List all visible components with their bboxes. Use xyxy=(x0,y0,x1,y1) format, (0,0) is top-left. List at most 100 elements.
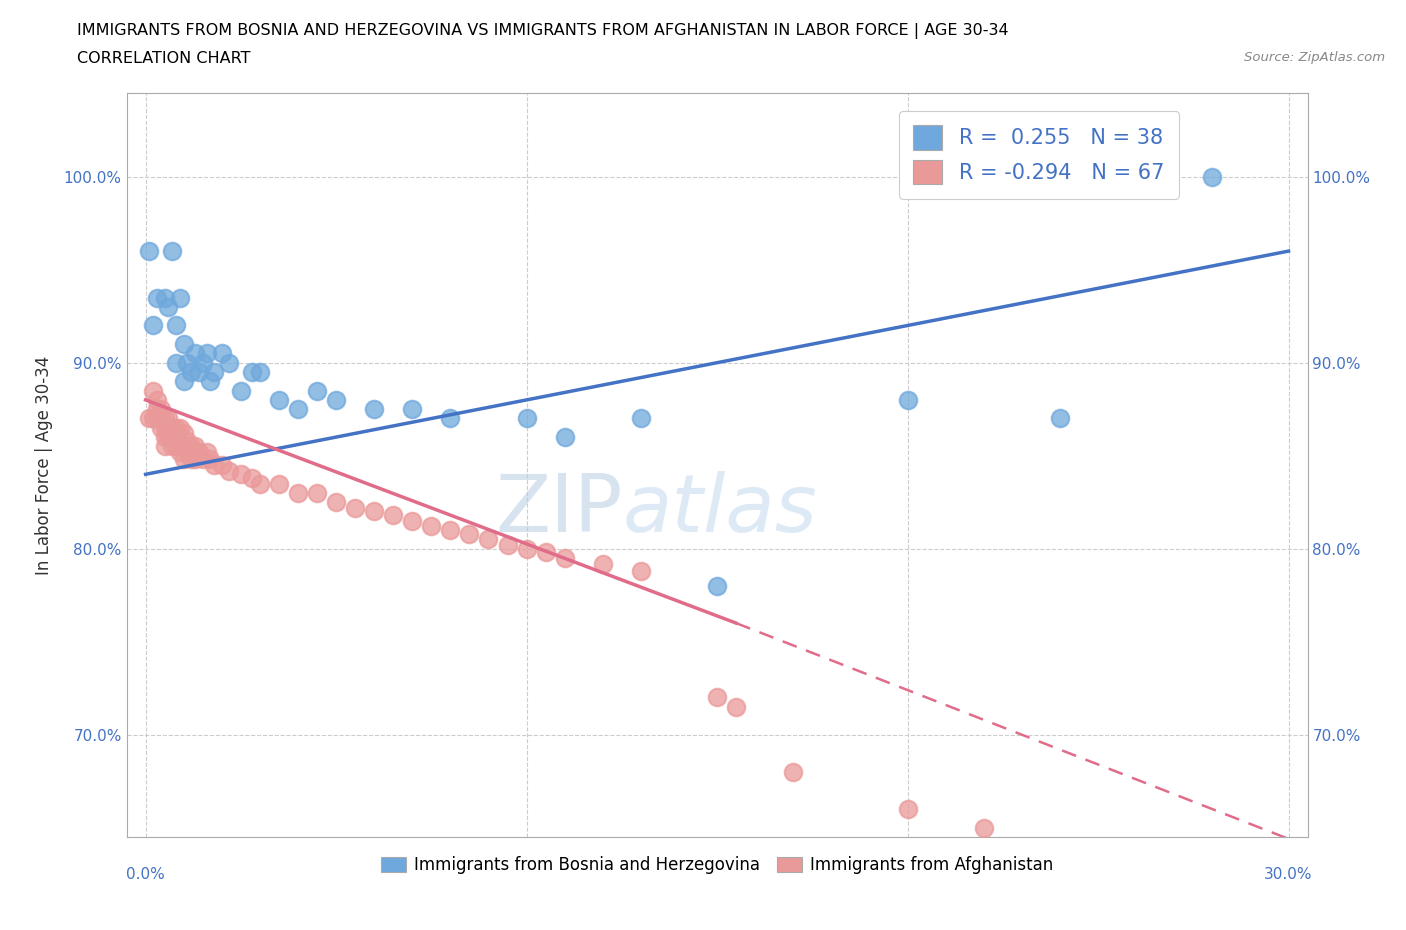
Point xyxy=(173,337,195,352)
Point xyxy=(165,420,187,435)
Point xyxy=(165,355,187,370)
Point xyxy=(344,500,367,515)
Point xyxy=(211,346,233,361)
Point xyxy=(187,445,209,459)
Point xyxy=(191,355,214,370)
Point xyxy=(211,458,233,472)
Point xyxy=(267,476,290,491)
Point xyxy=(180,365,202,379)
Point xyxy=(516,411,538,426)
Point xyxy=(165,439,187,454)
Text: ZIP: ZIP xyxy=(495,471,623,549)
Point xyxy=(195,445,218,459)
Point xyxy=(363,402,385,417)
Point xyxy=(706,690,728,705)
Point xyxy=(554,430,576,445)
Point xyxy=(973,820,995,835)
Point xyxy=(200,452,222,467)
Point xyxy=(305,485,328,500)
Point xyxy=(176,433,198,448)
Point xyxy=(184,439,207,454)
Point xyxy=(187,365,209,379)
Point xyxy=(173,374,195,389)
Point xyxy=(153,439,176,454)
Text: CORRELATION CHART: CORRELATION CHART xyxy=(77,51,250,66)
Point xyxy=(325,495,347,510)
Point xyxy=(157,411,180,426)
Point xyxy=(173,452,195,467)
Point xyxy=(184,452,207,467)
Point xyxy=(554,551,576,565)
Point xyxy=(516,541,538,556)
Point xyxy=(218,463,240,478)
Point xyxy=(180,452,202,467)
Point xyxy=(191,452,214,467)
Point xyxy=(157,420,180,435)
Point xyxy=(162,420,184,435)
Point xyxy=(153,411,176,426)
Point xyxy=(157,299,180,314)
Point xyxy=(218,355,240,370)
Point xyxy=(169,290,191,305)
Point xyxy=(169,433,191,448)
Y-axis label: In Labor Force | Age 30-34: In Labor Force | Age 30-34 xyxy=(35,355,52,575)
Point xyxy=(706,578,728,593)
Point xyxy=(439,411,461,426)
Point xyxy=(195,346,218,361)
Point xyxy=(496,538,519,552)
Point xyxy=(782,764,804,779)
Point xyxy=(176,355,198,370)
Point xyxy=(162,439,184,454)
Point xyxy=(153,290,176,305)
Point xyxy=(138,244,160,259)
Point xyxy=(173,439,195,454)
Point xyxy=(267,392,290,407)
Point xyxy=(896,392,918,407)
Text: Source: ZipAtlas.com: Source: ZipAtlas.com xyxy=(1244,51,1385,64)
Point xyxy=(153,430,176,445)
Point xyxy=(202,458,225,472)
Point xyxy=(157,430,180,445)
Point xyxy=(249,476,271,491)
Point xyxy=(200,374,222,389)
Point xyxy=(153,420,176,435)
Point xyxy=(162,430,184,445)
Point xyxy=(165,318,187,333)
Point xyxy=(382,508,405,523)
Point xyxy=(146,411,169,426)
Point xyxy=(146,402,169,417)
Point xyxy=(896,802,918,817)
Point xyxy=(305,383,328,398)
Point xyxy=(439,523,461,538)
Point xyxy=(1201,169,1223,184)
Point xyxy=(325,392,347,407)
Point xyxy=(249,365,271,379)
Point xyxy=(229,467,252,482)
Point xyxy=(1049,411,1071,426)
Point xyxy=(149,411,172,426)
Point xyxy=(173,426,195,441)
Point xyxy=(149,402,172,417)
Point xyxy=(420,519,443,534)
Legend: Immigrants from Bosnia and Herzegovina, Immigrants from Afghanistan: Immigrants from Bosnia and Herzegovina, … xyxy=(374,849,1060,881)
Point xyxy=(401,402,423,417)
Point xyxy=(477,532,499,547)
Point xyxy=(725,699,748,714)
Point xyxy=(287,402,309,417)
Point xyxy=(149,420,172,435)
Point xyxy=(240,365,263,379)
Point xyxy=(202,365,225,379)
Point xyxy=(165,430,187,445)
Point xyxy=(534,545,557,560)
Point xyxy=(146,392,169,407)
Point xyxy=(240,471,263,485)
Point xyxy=(287,485,309,500)
Point xyxy=(229,383,252,398)
Point xyxy=(401,513,423,528)
Point xyxy=(180,439,202,454)
Text: 0.0%: 0.0% xyxy=(127,867,165,882)
Point xyxy=(146,290,169,305)
Point xyxy=(363,504,385,519)
Point xyxy=(142,318,165,333)
Point xyxy=(138,411,160,426)
